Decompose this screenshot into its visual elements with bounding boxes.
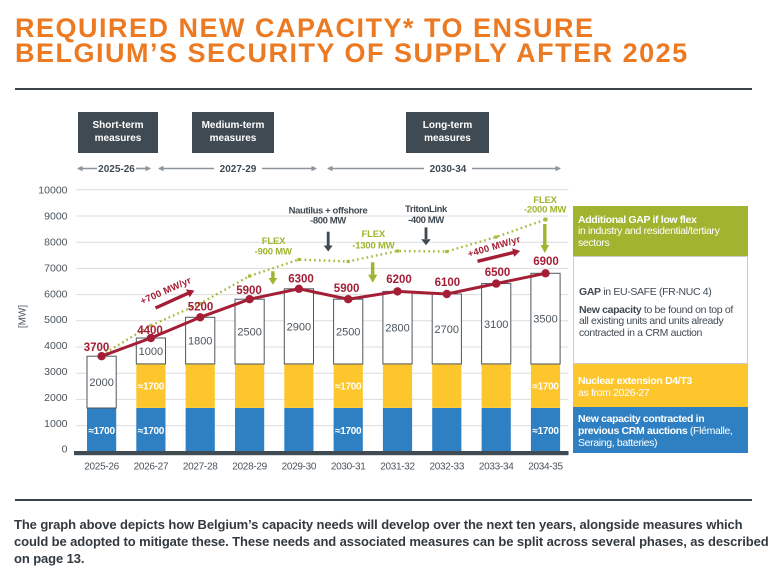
svg-text:2025-26: 2025-26	[98, 164, 135, 175]
svg-text:2500: 2500	[336, 327, 360, 339]
svg-text:0: 0	[62, 444, 68, 456]
svg-text:≈1700: ≈1700	[335, 426, 362, 437]
svg-text:6200: 6200	[386, 274, 412, 286]
svg-text:3700: 3700	[84, 342, 110, 354]
svg-text:-900 MW: -900 MW	[255, 246, 292, 257]
svg-text:10000: 10000	[38, 185, 67, 197]
svg-text:2900: 2900	[287, 321, 311, 333]
svg-text:1000: 1000	[44, 418, 68, 430]
svg-text:-2000 MW: -2000 MW	[524, 205, 566, 216]
svg-text:≈1700: ≈1700	[335, 382, 362, 393]
svg-text:3000: 3000	[44, 366, 68, 378]
svg-text:6000: 6000	[44, 288, 68, 300]
svg-text:7000: 7000	[44, 262, 68, 274]
svg-text:2700: 2700	[435, 324, 459, 336]
svg-text:≈1700: ≈1700	[138, 426, 165, 437]
svg-text:TritonLink: TritonLink	[405, 204, 448, 215]
svg-text:2000: 2000	[44, 392, 68, 404]
svg-text:2026-27: 2026-27	[134, 461, 169, 472]
svg-text:8000: 8000	[44, 237, 68, 249]
svg-text:≈1700: ≈1700	[88, 426, 115, 437]
svg-text:2029-30: 2029-30	[282, 461, 317, 472]
svg-text:2032-33: 2032-33	[429, 461, 464, 472]
svg-text:6500: 6500	[485, 267, 511, 279]
svg-text:FLEX: FLEX	[262, 236, 286, 247]
svg-text:6100: 6100	[435, 277, 461, 289]
svg-text:4400: 4400	[137, 325, 163, 337]
svg-text:2028-29: 2028-29	[232, 461, 267, 472]
svg-text:1000: 1000	[139, 346, 163, 358]
svg-text:2031-32: 2031-32	[380, 461, 415, 472]
svg-text:2025-26: 2025-26	[84, 461, 119, 472]
svg-text:≈1700: ≈1700	[138, 382, 165, 393]
svg-text:FLEX: FLEX	[533, 195, 557, 206]
svg-text:1800: 1800	[188, 336, 212, 348]
svg-text:2800: 2800	[385, 323, 409, 335]
svg-text:2500: 2500	[237, 327, 261, 339]
svg-text:-400 MW: -400 MW	[408, 215, 444, 226]
svg-text:2027-28: 2027-28	[183, 461, 218, 472]
svg-text:2030-31: 2030-31	[331, 461, 366, 472]
svg-text:5900: 5900	[334, 283, 360, 295]
svg-text:≈1700: ≈1700	[532, 426, 559, 437]
svg-text:4000: 4000	[44, 340, 68, 352]
svg-text:2033-34: 2033-34	[479, 461, 514, 472]
svg-text:FLEX: FLEX	[362, 229, 386, 240]
svg-text:5000: 5000	[44, 314, 68, 326]
svg-text:3100: 3100	[484, 319, 508, 331]
svg-text:6300: 6300	[288, 274, 314, 286]
svg-text:9000: 9000	[44, 211, 68, 223]
svg-text:3500: 3500	[533, 314, 557, 326]
svg-text:2030-34: 2030-34	[430, 164, 467, 175]
svg-text:-800 MW: -800 MW	[310, 216, 346, 227]
svg-text:≈1700: ≈1700	[532, 382, 559, 393]
svg-text:6900: 6900	[533, 256, 559, 268]
svg-text:[MW]: [MW]	[18, 305, 29, 329]
svg-text:2034-35: 2034-35	[528, 461, 563, 472]
svg-text:2027-29: 2027-29	[220, 164, 257, 175]
svg-text:-1300 MW: -1300 MW	[352, 241, 394, 252]
svg-text:5200: 5200	[188, 302, 214, 314]
svg-text:Nautilus + offshore: Nautilus + offshore	[289, 205, 368, 216]
svg-text:2000: 2000	[89, 377, 113, 389]
svg-text:5900: 5900	[236, 285, 262, 297]
